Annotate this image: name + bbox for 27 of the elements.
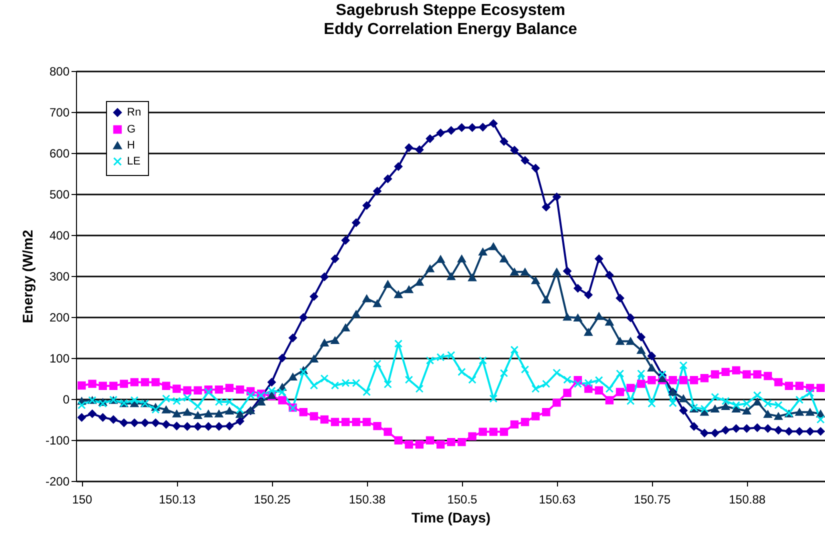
x-tick-label: 150.63	[538, 492, 576, 506]
y-tick-label: 500	[49, 188, 70, 202]
y-tick-label: 200	[49, 310, 70, 324]
y-tick-label: 600	[49, 146, 70, 160]
y-tick-label: 700	[49, 106, 70, 120]
x-tick-label: 150.13	[158, 492, 196, 506]
y-tick-label: 300	[49, 270, 70, 284]
legend-label: H	[127, 140, 135, 152]
x-tick-label: 150.38	[348, 492, 386, 506]
x-tick-label: 150.88	[728, 492, 766, 506]
y-tick-label: 100	[49, 352, 70, 366]
x-tick-label: 150.75	[634, 492, 671, 506]
x-tick-label: 150.25	[254, 492, 291, 506]
x-tick-label: 150.5	[447, 492, 478, 506]
x-axis-title: Time (Days)	[411, 510, 491, 526]
y-axis-title: Energy (W/m2	[19, 230, 36, 324]
y-tick-label: -100	[45, 434, 70, 448]
y-tick-label: 800	[49, 64, 70, 78]
chart-title: Sagebrush Steppe Ecosystem	[336, 2, 566, 19]
y-tick-label: 0	[62, 392, 70, 406]
y-tick-label: -200	[45, 474, 70, 488]
legend-label: Rn	[127, 106, 142, 118]
legend-label: G	[127, 124, 136, 136]
x-tick-label: 150	[72, 492, 93, 506]
y-tick-label: 400	[49, 228, 70, 242]
legend-label: LE	[127, 156, 140, 168]
chart-subtitle: Eddy Correlation Energy Balance	[324, 21, 578, 38]
